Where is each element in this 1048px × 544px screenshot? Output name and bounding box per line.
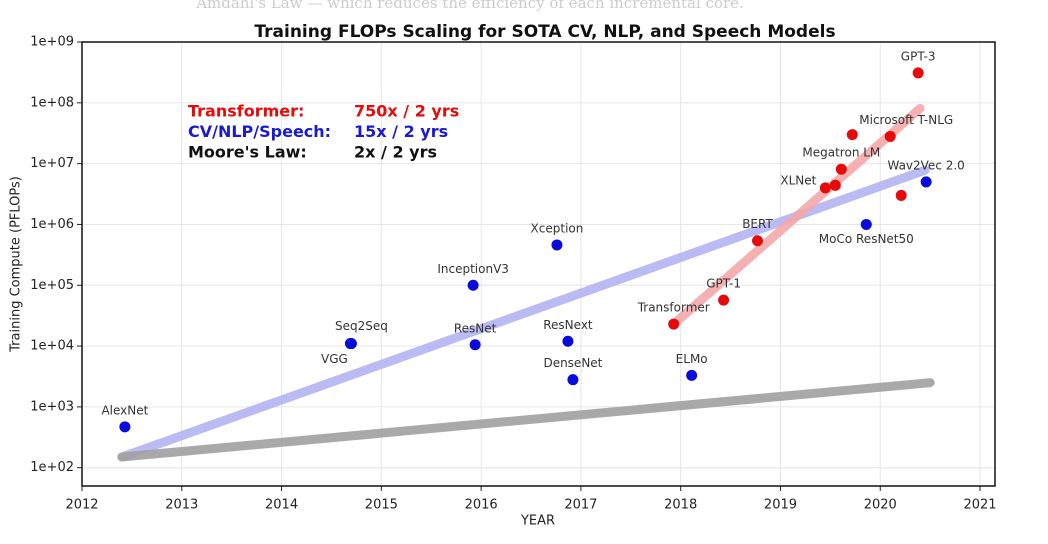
data-point: [562, 335, 574, 347]
point-label: XLNet: [780, 173, 816, 187]
point-label: MoCo ResNet50: [819, 232, 914, 246]
point-label: GPT-1: [706, 277, 741, 291]
data-point: [752, 235, 764, 247]
x-tick-label: 2020: [864, 498, 897, 513]
y-tick-label: 1e+09: [30, 35, 74, 50]
data-point: [551, 239, 563, 251]
data-point: [668, 318, 680, 330]
point-label: BERT: [742, 217, 773, 231]
trend-line: [117, 378, 935, 462]
legend-rate: 2x / 2 yrs: [354, 143, 437, 162]
point-label: InceptionV3: [437, 262, 509, 276]
background-text: Amdahl's Law — which reduces the efficie…: [195, 0, 744, 12]
x-tick-label: 2021: [963, 498, 996, 513]
legend-rate: 15x / 2 yrs: [354, 122, 448, 141]
x-tick-label: 2016: [465, 498, 498, 513]
data-point: [895, 189, 907, 201]
data-point: [835, 163, 847, 175]
data-point: [912, 67, 924, 79]
y-tick-label: 1e+04: [30, 339, 74, 354]
y-tick-label: 1e+07: [30, 156, 74, 171]
y-tick-label: 1e+02: [30, 460, 74, 475]
data-point: [119, 421, 131, 433]
data-point: [819, 182, 831, 194]
legend-label: CV/NLP/Speech:: [188, 122, 331, 141]
point-label: Megatron LM: [802, 146, 880, 160]
point-label: GPT-3: [901, 49, 936, 63]
chart-title: Training FLOPs Scaling for SOTA CV, NLP,…: [254, 22, 835, 42]
x-axis-label: YEAR: [520, 514, 555, 529]
point-label: ResNet: [454, 321, 497, 335]
x-tick-label: 2018: [664, 498, 697, 513]
x-tick-label: 2014: [265, 498, 298, 513]
x-tick-label: 2012: [65, 498, 98, 513]
x-tick-label: 2015: [365, 498, 398, 513]
data-point: [467, 279, 479, 291]
data-point: [686, 369, 698, 381]
point-label: Xception: [531, 221, 584, 235]
legend-rate: 750x / 2 yrs: [354, 102, 459, 121]
data-point: [829, 179, 841, 191]
y-tick-label: 1e+08: [30, 95, 74, 110]
data-point: [567, 374, 579, 386]
legend-label: Transformer:: [188, 102, 304, 121]
data-point: [920, 176, 932, 188]
point-label: AlexNet: [101, 403, 148, 417]
point-label: ResNext: [543, 318, 593, 332]
y-tick-label: 1e+03: [30, 399, 74, 414]
data-point: [345, 338, 357, 350]
x-tick-label: 2017: [564, 498, 597, 513]
point-label: Transformer: [637, 301, 710, 315]
y-axis-label: Training Compute (PFLOPs): [9, 176, 24, 353]
point-label: VGG: [321, 352, 348, 366]
point-label: Microsoft T-NLG: [859, 113, 953, 127]
x-tick-label: 2019: [764, 498, 797, 513]
data-point: [884, 130, 896, 142]
y-tick-label: 1e+06: [30, 217, 74, 232]
point-label: ELMo: [676, 352, 708, 366]
trend-line: [669, 103, 925, 329]
data-point: [469, 339, 481, 351]
data-point: [860, 218, 872, 230]
x-tick-label: 2013: [165, 498, 198, 513]
legend-label: Moore's Law:: [188, 143, 307, 162]
point-label: Seq2Seq: [335, 319, 388, 333]
plot-frame: [81, 41, 996, 487]
y-tick-label: 1e+05: [30, 278, 74, 293]
point-label: DenseNet: [543, 356, 602, 370]
data-point: [846, 129, 858, 141]
point-label: Wav2Vec 2.0: [887, 158, 964, 172]
data-point: [718, 294, 730, 306]
